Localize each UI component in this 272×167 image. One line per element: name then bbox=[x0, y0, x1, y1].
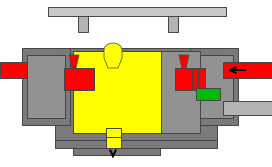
Bar bbox=[78, 16, 88, 32]
Polygon shape bbox=[104, 43, 122, 68]
Bar bbox=[195, 55, 233, 118]
Bar bbox=[158, 51, 200, 133]
Bar bbox=[73, 51, 161, 133]
Bar bbox=[106, 128, 121, 143]
Bar bbox=[48, 7, 226, 16]
Bar bbox=[64, 68, 94, 90]
Bar bbox=[22, 48, 70, 125]
Bar bbox=[106, 137, 121, 155]
Bar bbox=[73, 148, 160, 155]
Bar bbox=[168, 16, 178, 32]
Bar bbox=[192, 68, 198, 90]
Bar bbox=[55, 48, 217, 140]
Bar bbox=[223, 62, 272, 78]
Bar bbox=[175, 68, 205, 90]
Bar bbox=[190, 48, 238, 125]
Polygon shape bbox=[69, 55, 79, 68]
Bar bbox=[196, 88, 220, 100]
Bar bbox=[223, 101, 272, 115]
Bar bbox=[55, 140, 217, 148]
Bar bbox=[27, 55, 65, 118]
Polygon shape bbox=[179, 55, 189, 68]
Bar bbox=[0, 62, 27, 78]
